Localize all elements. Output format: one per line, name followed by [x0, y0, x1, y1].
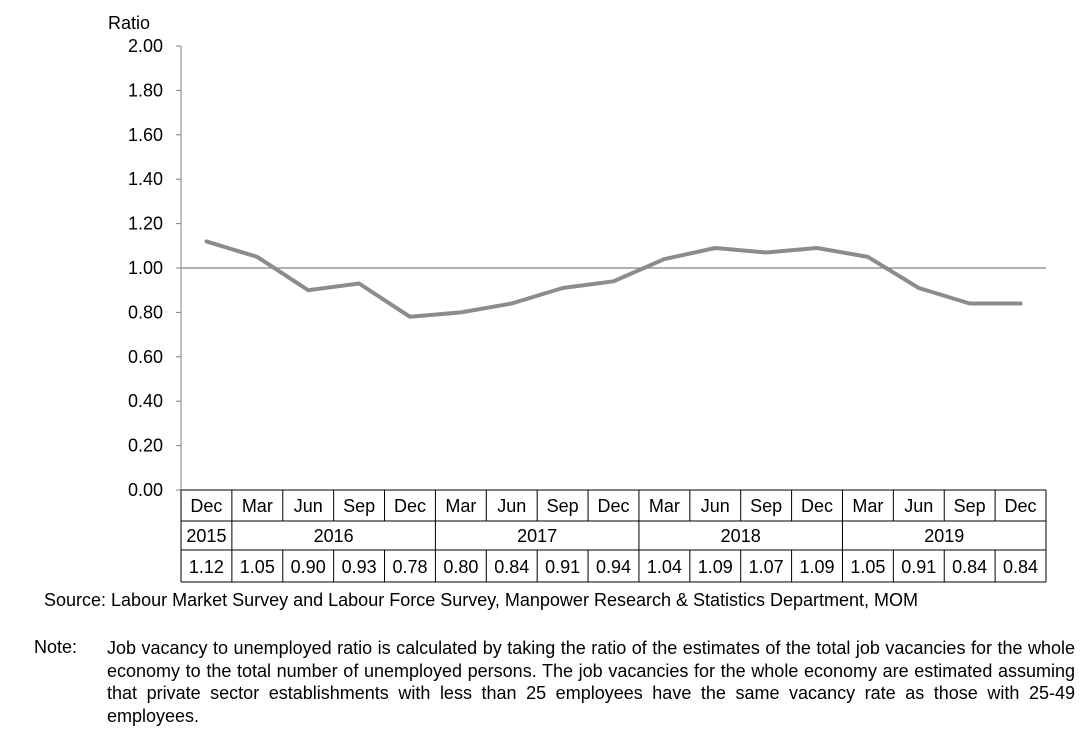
y-tick-label: 2.00: [128, 36, 163, 56]
value-label: 0.94: [596, 557, 631, 577]
source-note: Source: Labour Market Survey and Labour …: [44, 590, 919, 610]
value-label: 1.09: [800, 557, 835, 577]
month-label: Sep: [343, 496, 375, 516]
chart: Ratio 2.00 1.80 1.60 1.40 1.20 1.00 0.80 0.60 0.…: [108, 13, 1047, 583]
month-label: Dec: [190, 496, 222, 516]
value-label: 0.84: [952, 557, 987, 577]
y-tick-label: 0.20: [128, 436, 163, 456]
month-label: Dec: [1005, 496, 1037, 516]
value-label: 0.84: [1003, 557, 1038, 577]
value-label: 0.91: [545, 557, 580, 577]
value-label: 0.93: [342, 557, 377, 577]
value-label: 1.07: [749, 557, 784, 577]
y-axis-title: Ratio: [108, 13, 150, 33]
value-label: 1.05: [850, 557, 885, 577]
month-label: Mar: [445, 496, 476, 516]
month-label: Sep: [547, 496, 579, 516]
month-label: Jun: [294, 496, 323, 516]
y-tick-label: 0.60: [128, 347, 163, 367]
y-tick-label: 0.40: [128, 391, 163, 411]
year-label: 2017: [517, 526, 557, 546]
y-tick-label: 1.20: [128, 214, 163, 234]
month-label: Jun: [497, 496, 526, 516]
note-label: Note:: [34, 637, 78, 657]
y-tick-label: 1.60: [128, 125, 163, 145]
year-label: 2019: [924, 526, 964, 546]
value-label: 1.04: [647, 557, 682, 577]
year-label: 2016: [314, 526, 354, 546]
value-label: 0.84: [494, 557, 529, 577]
y-tick-label: 1.40: [128, 169, 163, 189]
ratio-series-line: [204, 239, 1023, 319]
month-label: Mar: [649, 496, 680, 516]
year-label: 2018: [721, 526, 761, 546]
value-label: 1.09: [698, 557, 733, 577]
value-label: 0.78: [392, 557, 427, 577]
month-label: Dec: [394, 496, 426, 516]
value-label: 0.90: [291, 557, 326, 577]
y-tick-label: 1.80: [128, 80, 163, 100]
month-label: Sep: [954, 496, 986, 516]
value-label: 0.91: [901, 557, 936, 577]
y-tick-label: 0.00: [128, 480, 163, 500]
month-label: Mar: [852, 496, 883, 516]
y-tick-label: 1.00: [128, 258, 163, 278]
month-label: Jun: [701, 496, 730, 516]
month-label: Jun: [904, 496, 933, 516]
month-label: Dec: [597, 496, 629, 516]
note-text: Job vacancy to unemployed ratio is calcu…: [107, 638, 1075, 726]
month-label: Sep: [750, 496, 782, 516]
y-tick-label: 0.80: [128, 302, 163, 322]
month-label: Dec: [801, 496, 833, 516]
value-label: 0.80: [443, 557, 478, 577]
year-label: 2015: [186, 526, 226, 546]
value-label: 1.05: [240, 557, 275, 577]
month-label: Mar: [242, 496, 273, 516]
value-label: 1.12: [189, 557, 224, 577]
